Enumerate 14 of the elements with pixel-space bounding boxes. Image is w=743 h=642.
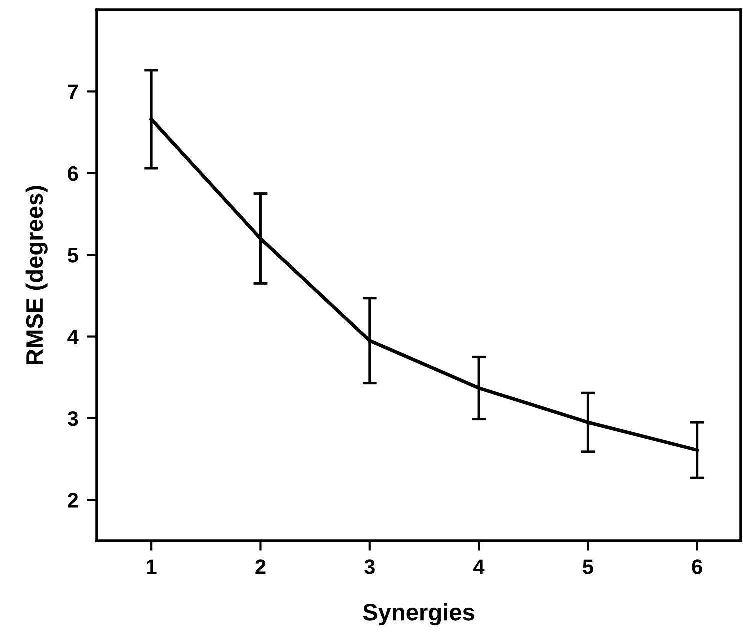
y-tick-label: 2 xyxy=(68,493,78,508)
x-tick-label: 5 xyxy=(583,560,594,574)
y-tick-label: 7 xyxy=(68,84,78,100)
x-tick-label: 6 xyxy=(692,560,702,574)
y-tick-label: 3 xyxy=(68,411,78,426)
y-axis-title: RMSE (degrees) xyxy=(26,186,48,364)
x-tick-label: 2 xyxy=(256,560,266,574)
x-tick-label: 4 xyxy=(474,560,485,574)
x-tick-label: 1 xyxy=(147,560,157,574)
x-tick-label: 3 xyxy=(364,560,375,574)
y-tick-label: 6 xyxy=(68,166,78,182)
y-tick-label: 5 xyxy=(68,248,78,263)
y-tick-label: 4 xyxy=(68,330,79,344)
x-axis-title: Synergies xyxy=(363,603,474,626)
